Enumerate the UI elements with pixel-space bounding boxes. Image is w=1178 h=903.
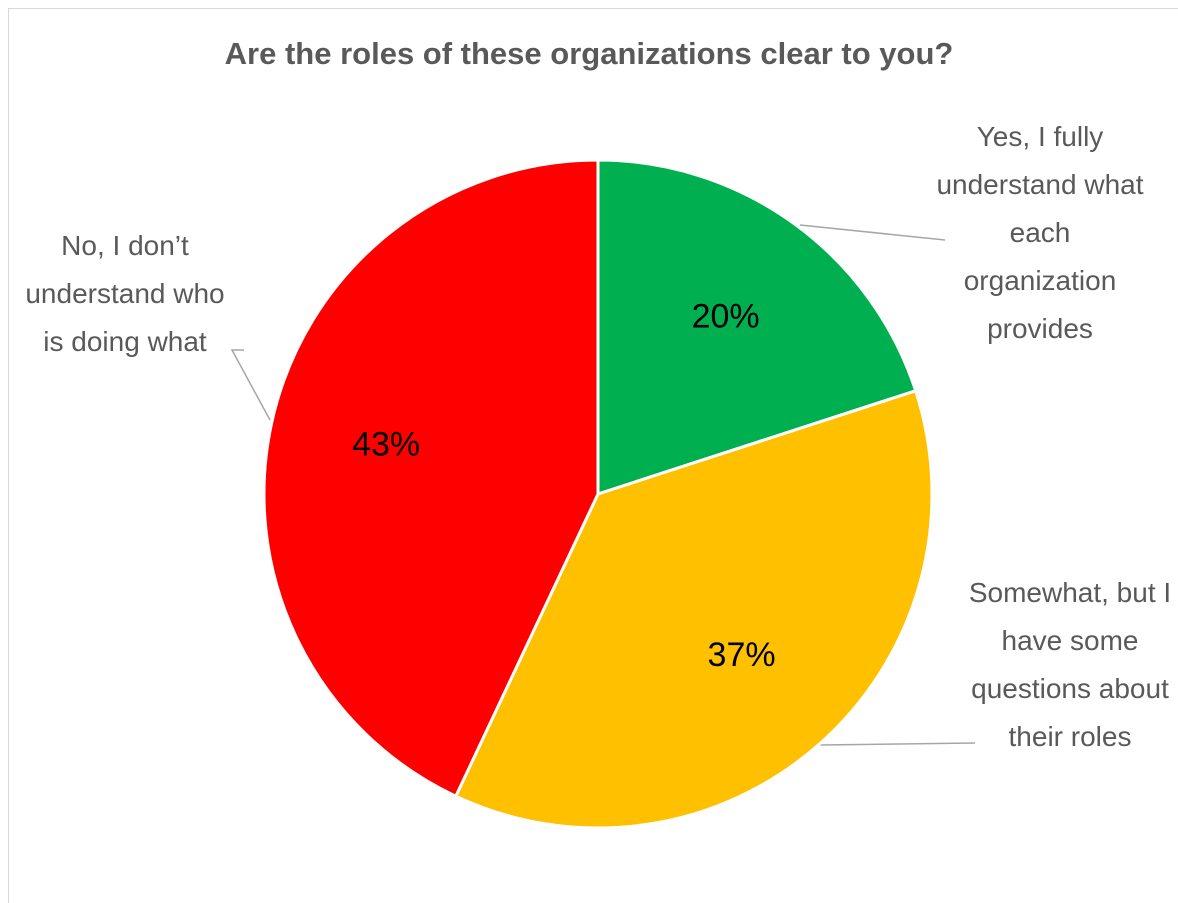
pie-slice xyxy=(262,158,600,799)
data-label: 20% xyxy=(692,297,760,335)
category-label: Yes, I fully understand what each organi… xyxy=(936,121,1144,344)
category-label: No, I don’t understand who is doing what xyxy=(25,230,225,357)
pie-slice xyxy=(453,388,934,830)
leader-line xyxy=(230,349,271,421)
chart-title: Are the roles of these organizations cle… xyxy=(224,36,954,71)
leader-line xyxy=(799,224,946,241)
pie-slice xyxy=(596,158,918,497)
category-label: Somewhat, but I have some questions abou… xyxy=(968,577,1172,752)
data-label: 37% xyxy=(708,636,776,674)
data-label: 43% xyxy=(352,426,420,464)
chart-frame xyxy=(8,8,1178,903)
leader-line xyxy=(819,742,976,746)
